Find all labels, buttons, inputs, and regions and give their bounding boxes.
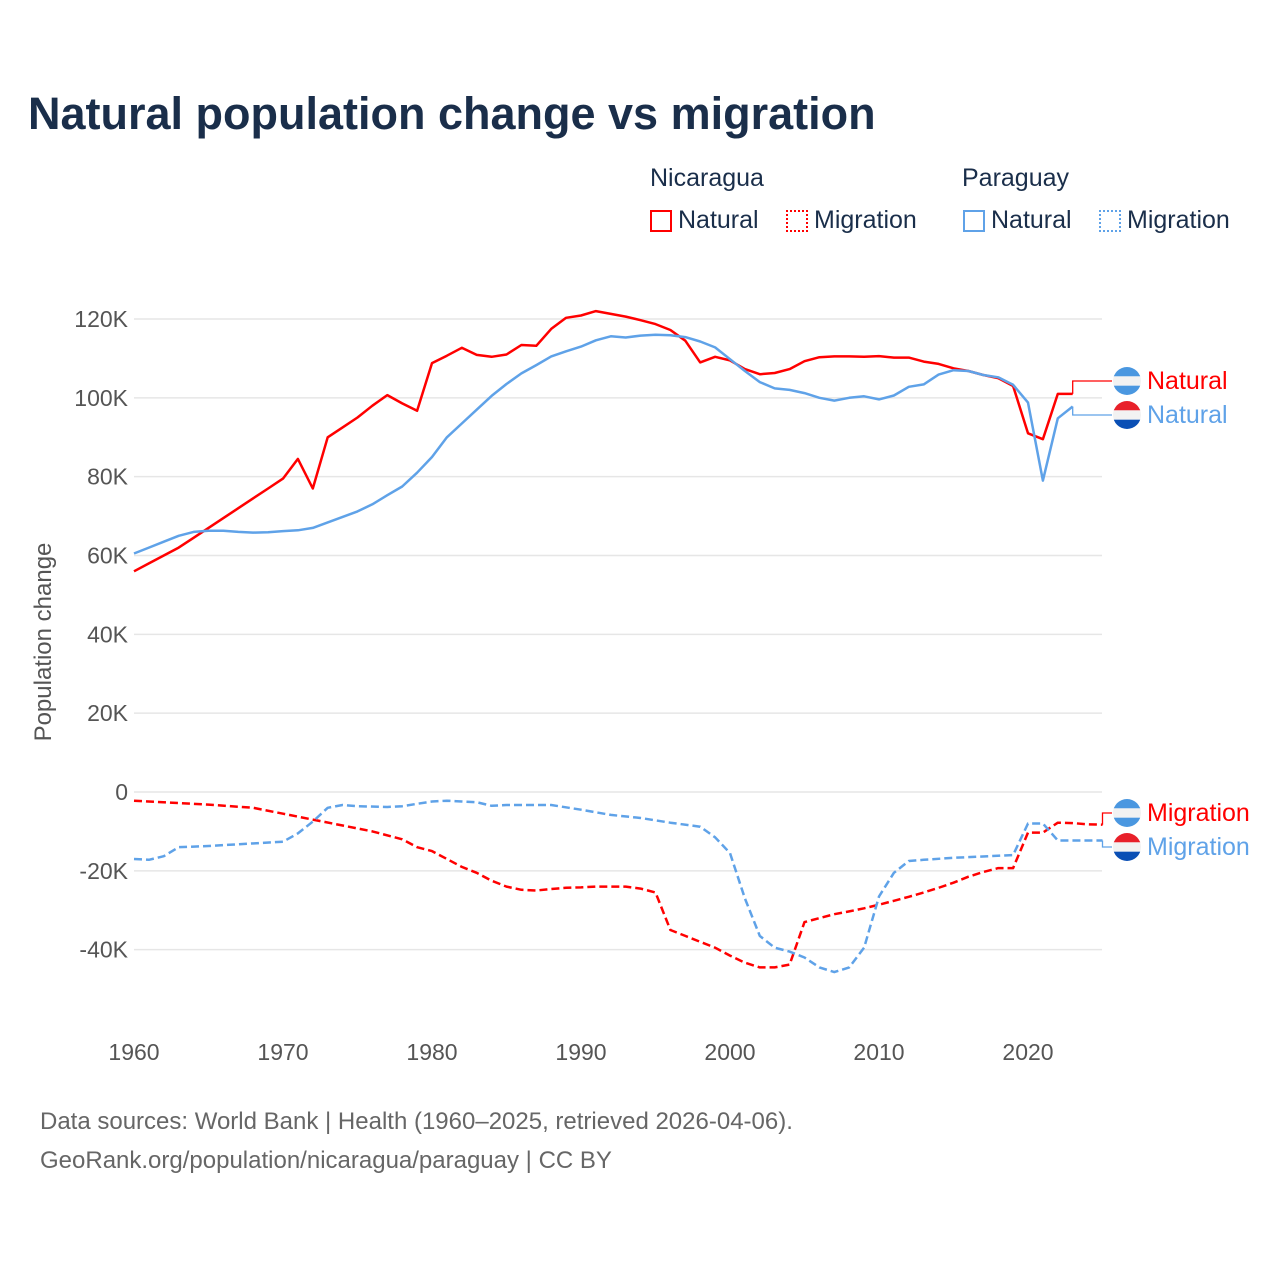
- footer-sources: Data sources: World Bank | Health (1960–…: [40, 1108, 793, 1135]
- legend-label: Migration: [814, 206, 917, 234]
- label-connector: [1101, 840, 1112, 848]
- y-tick-label: -20K: [79, 858, 128, 884]
- footer-link[interactable]: GeoRank.org/population/nicaragua/paragua…: [40, 1147, 612, 1174]
- chart-title: Natural population change vs migration: [28, 88, 876, 139]
- series-end-label: Migration: [1147, 799, 1250, 827]
- paraguay-flag-icon: [1113, 401, 1141, 429]
- x-tick-label: 1980: [406, 1039, 457, 1065]
- x-tick-label: 2010: [853, 1039, 904, 1065]
- legend-label: Natural: [991, 206, 1072, 234]
- series-line-paraguay-migration[interactable]: [133, 799, 1103, 974]
- y-tick-label: 80K: [87, 464, 129, 490]
- x-tick-label: 1970: [257, 1039, 308, 1065]
- label-connector: [1072, 406, 1112, 416]
- y-tick-label: 0: [115, 779, 128, 805]
- x-tick-label: 1990: [555, 1039, 606, 1065]
- legend-nicaragua-natural[interactable]: Natural: [650, 206, 759, 235]
- y-tick-label: 60K: [87, 543, 129, 569]
- x-tick-label: 2020: [1002, 1039, 1053, 1065]
- series-end-label: Natural: [1147, 401, 1228, 429]
- legend-swatch: [786, 209, 808, 232]
- y-tick-label: 100K: [74, 385, 128, 411]
- series-line-paraguay-natural[interactable]: [133, 333, 1074, 555]
- paraguay-flag-icon: [1113, 833, 1141, 861]
- series-end-label: Migration: [1147, 833, 1250, 861]
- legend-group-paraguay: Paraguay: [962, 164, 1070, 192]
- series-line-nicaragua-migration[interactable]: [133, 799, 1103, 969]
- nicaragua-flag-icon: [1113, 799, 1141, 827]
- label-connector: [1072, 380, 1112, 394]
- legend-swatch: [963, 209, 985, 232]
- legend-paraguay-natural[interactable]: Natural: [963, 206, 1072, 235]
- nicaragua-flag-icon: [1113, 367, 1141, 395]
- y-tick-label: -40K: [79, 937, 128, 963]
- y-tick-label: 40K: [87, 621, 129, 647]
- legend-paraguay-migration[interactable]: Migration: [1099, 206, 1230, 235]
- legend-swatch: [650, 209, 672, 232]
- series-end-label: Natural: [1147, 367, 1228, 395]
- y-axis-label: Population change: [30, 543, 57, 742]
- legend-group-nicaragua: Nicaragua: [650, 164, 764, 192]
- legend-label: Natural: [678, 206, 759, 234]
- y-tick-label: 120K: [74, 306, 128, 332]
- legend-swatch: [1099, 209, 1121, 232]
- x-tick-label: 1960: [108, 1039, 159, 1065]
- label-connector: [1101, 812, 1112, 825]
- series-line-nicaragua-natural[interactable]: [133, 309, 1073, 573]
- y-tick-label: 20K: [87, 700, 129, 726]
- legend-nicaragua-migration[interactable]: Migration: [786, 206, 917, 235]
- x-tick-label: 2000: [704, 1039, 755, 1065]
- legend-label: Migration: [1127, 206, 1230, 234]
